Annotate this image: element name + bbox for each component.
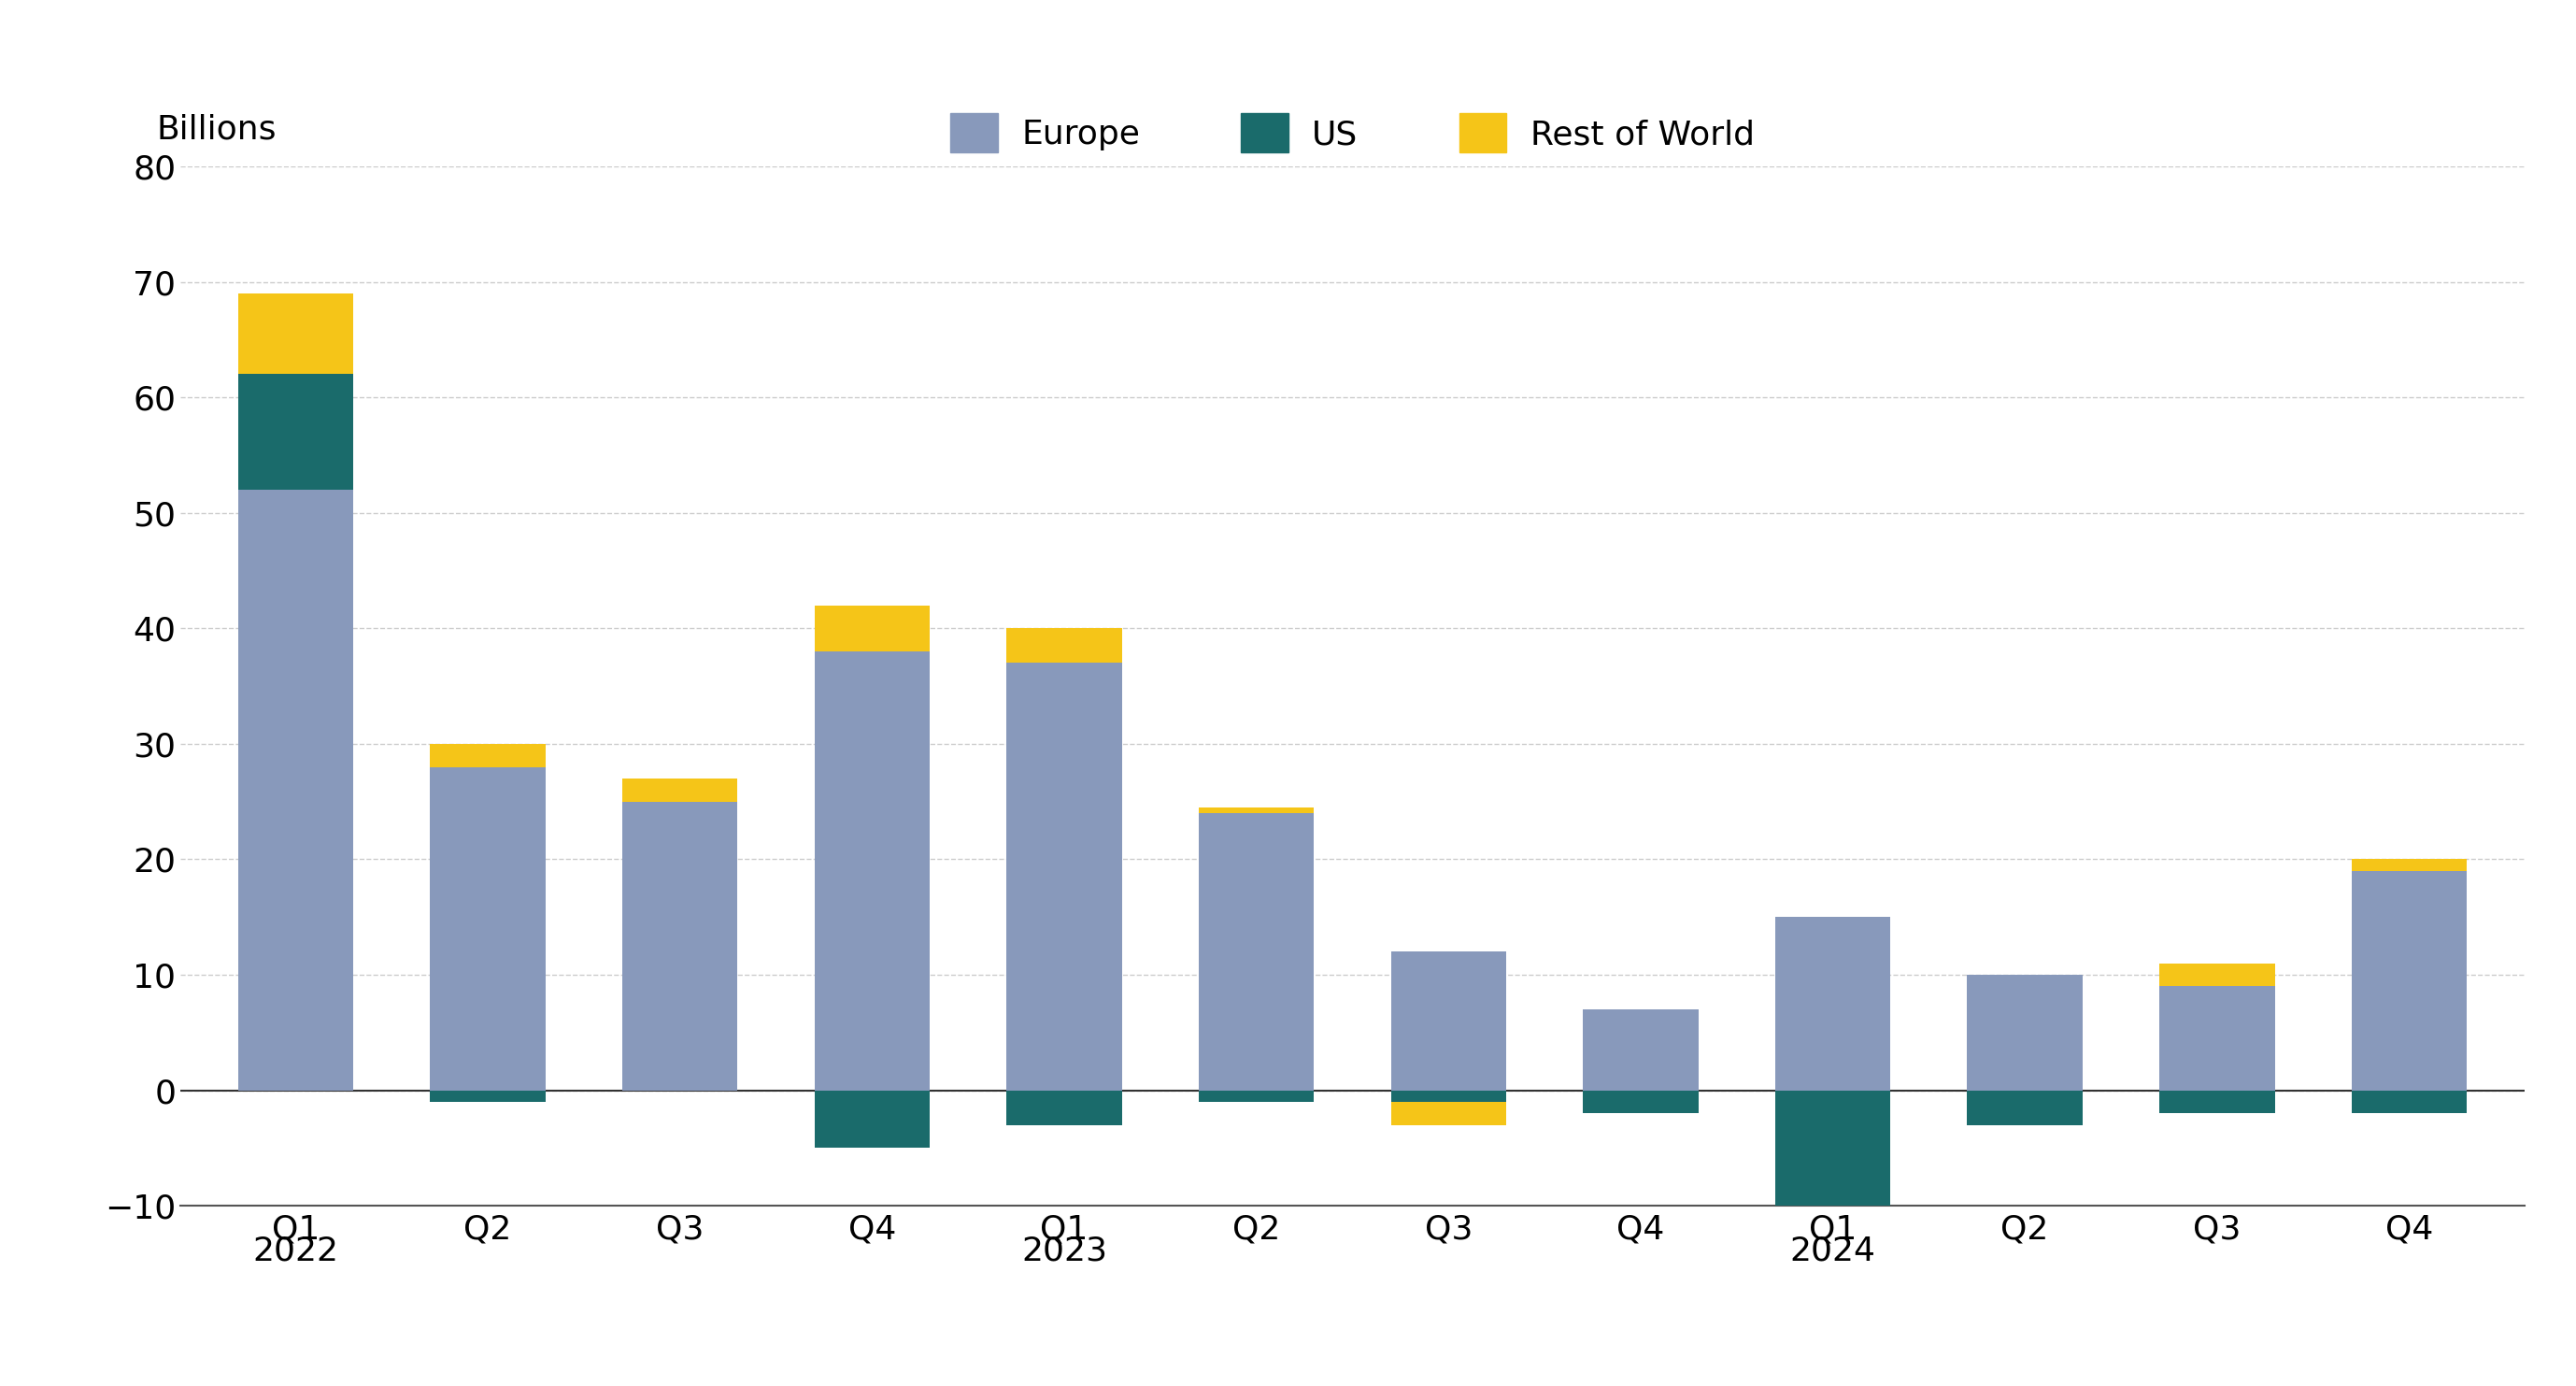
Bar bbox=[1968, 974, 2081, 1091]
Bar bbox=[237, 374, 353, 489]
Bar bbox=[2159, 963, 2275, 987]
Bar bbox=[2352, 859, 2468, 870]
Bar bbox=[1968, 1091, 2081, 1125]
Bar bbox=[1391, 1091, 1507, 1102]
Bar bbox=[1775, 918, 1891, 1091]
Text: 2022: 2022 bbox=[252, 1235, 337, 1267]
Bar bbox=[1584, 1009, 1698, 1091]
Bar bbox=[1775, 1091, 1891, 1229]
Bar bbox=[430, 744, 546, 766]
Bar bbox=[623, 779, 737, 801]
Bar bbox=[1198, 814, 1314, 1091]
Bar bbox=[623, 801, 737, 1091]
Bar bbox=[1775, 1229, 1891, 1264]
Text: 2023: 2023 bbox=[1020, 1235, 1108, 1267]
Bar bbox=[1584, 1091, 1698, 1113]
Bar bbox=[1007, 628, 1121, 663]
Legend: Europe, US, Rest of World: Europe, US, Rest of World bbox=[938, 100, 1767, 166]
Bar bbox=[1198, 807, 1314, 814]
Bar bbox=[430, 766, 546, 1091]
Bar bbox=[814, 1091, 930, 1148]
Bar bbox=[2352, 870, 2468, 1091]
Bar bbox=[1007, 1091, 1121, 1125]
Bar bbox=[1391, 1102, 1507, 1125]
Bar bbox=[237, 489, 353, 1091]
Bar bbox=[814, 651, 930, 1091]
Bar bbox=[1007, 663, 1121, 1091]
Bar bbox=[1198, 1091, 1314, 1102]
Bar bbox=[430, 1091, 546, 1102]
Bar bbox=[1391, 952, 1507, 1091]
Text: Billions: Billions bbox=[157, 114, 278, 146]
Bar bbox=[2159, 1091, 2275, 1113]
Bar bbox=[2352, 1091, 2468, 1113]
Bar bbox=[2159, 987, 2275, 1091]
Bar bbox=[814, 606, 930, 651]
Bar bbox=[237, 294, 353, 374]
Text: 2024: 2024 bbox=[1790, 1235, 1875, 1267]
